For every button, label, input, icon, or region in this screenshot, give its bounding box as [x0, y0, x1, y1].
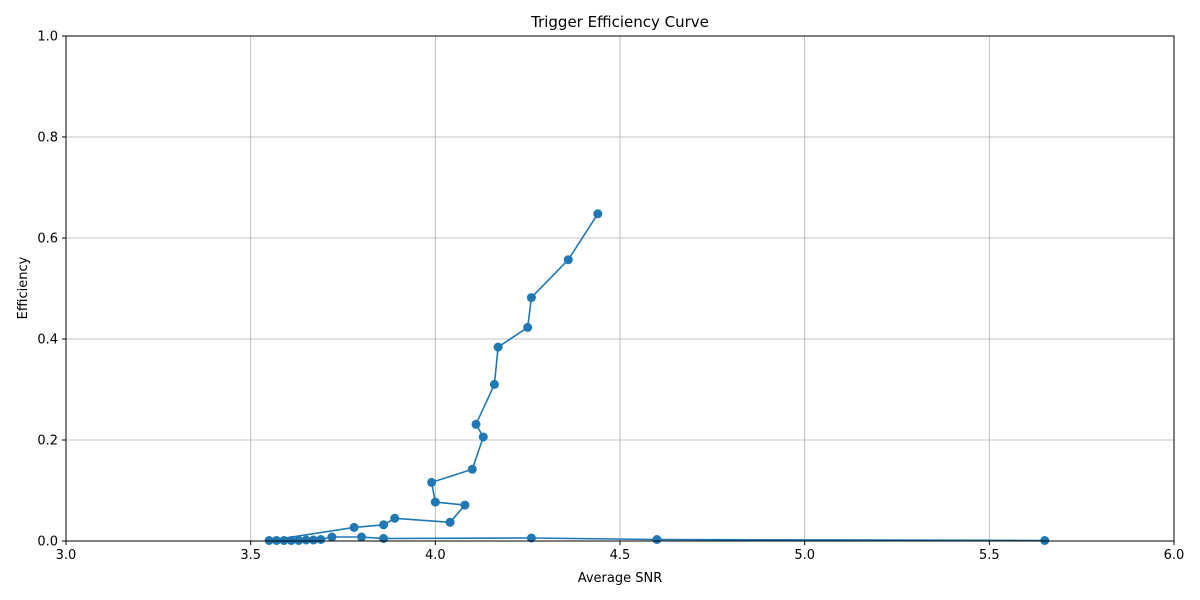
x-tick-label: 4.5 [610, 548, 631, 563]
data-point [316, 535, 326, 544]
data-point [445, 517, 455, 527]
data-point [427, 477, 437, 487]
y-tick-label: 0.0 [37, 535, 58, 550]
x-tick-label: 5.0 [794, 548, 815, 563]
data-point [357, 532, 366, 542]
x-tick-label: 6.0 [1164, 548, 1185, 563]
y-tick-label: 0.2 [37, 434, 58, 449]
data-point [390, 513, 400, 523]
data-point [460, 500, 470, 510]
x-tick-label: 4.0 [425, 548, 446, 563]
x-axis-title: Average SNR [578, 571, 663, 586]
grid [65, 35, 1175, 542]
data-point [526, 533, 536, 543]
data-point [526, 293, 536, 303]
data-point [309, 535, 318, 545]
data-point [349, 522, 359, 532]
series-layer [264, 209, 1050, 545]
data-point [523, 322, 533, 332]
tick-layer: 3.0 3.5 4.0 4.5 5.0 5.5 6.0 0.0 0.2 0.4 0.6 0.8 1.0 [37, 30, 1184, 564]
y-tick-label: 1.0 [37, 30, 58, 45]
y-tick-label: 0.6 [37, 232, 58, 247]
data-point [593, 209, 603, 219]
data-point [471, 419, 481, 429]
data-point [379, 534, 389, 543]
data-point [563, 255, 573, 265]
x-tick-label: 3.0 [56, 548, 77, 563]
y-axis-title: Efficiency [16, 256, 31, 319]
data-point [493, 342, 503, 352]
x-tick-label: 3.5 [240, 548, 261, 563]
data-point [379, 520, 389, 530]
data-point [467, 464, 477, 474]
y-tick-label: 0.8 [37, 131, 58, 146]
data-point [478, 432, 488, 442]
chart-title: Trigger Efficiency Curve [530, 13, 709, 31]
y-tick-label: 0.4 [37, 333, 58, 348]
data-point [430, 497, 440, 507]
data-point [489, 379, 499, 389]
data-point [327, 532, 337, 542]
data-point [301, 535, 311, 545]
x-tick-label: 5.5 [979, 548, 1000, 563]
data-point [652, 535, 662, 544]
series-line [268, 213, 1045, 542]
